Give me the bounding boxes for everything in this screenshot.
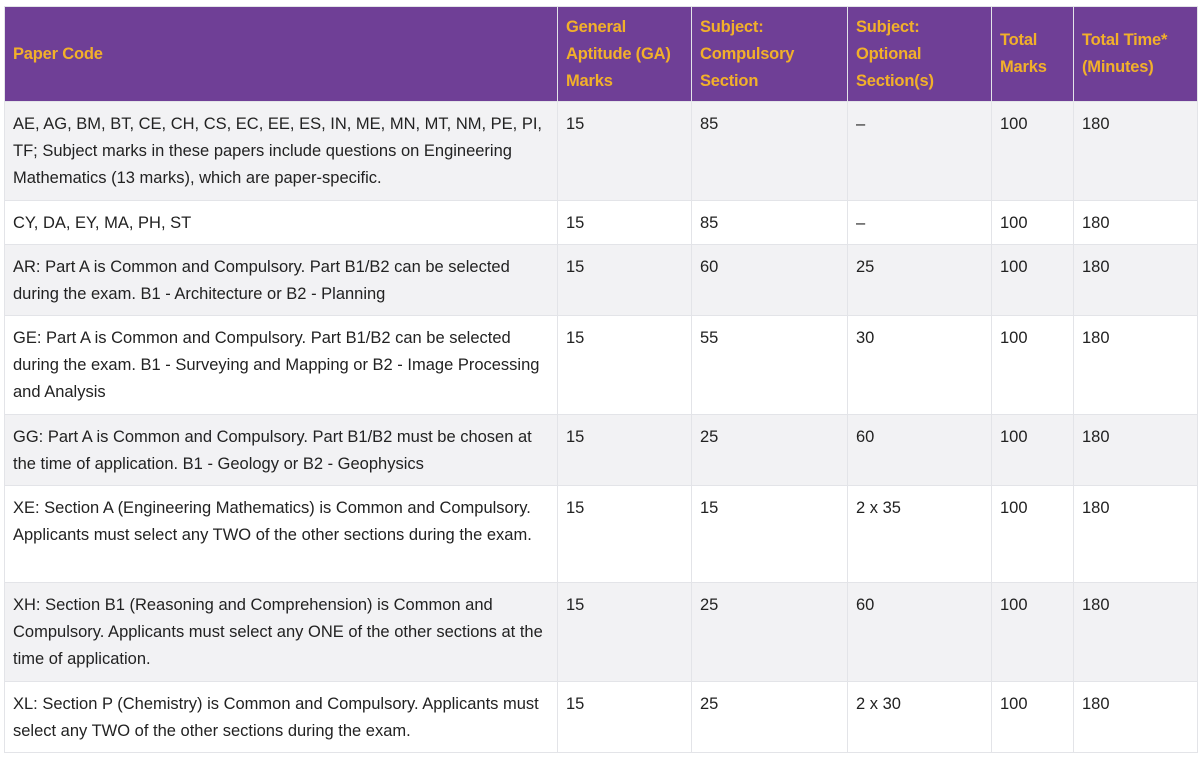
cell-paper-code: CY, DA, EY, MA, PH, ST bbox=[4, 200, 558, 245]
header-total-time: Total Time* (Minutes) bbox=[1073, 6, 1198, 102]
cell-ga-marks: 15 bbox=[557, 485, 692, 583]
cell-compulsory: 15 bbox=[691, 485, 848, 583]
header-paper-code: Paper Code bbox=[4, 6, 558, 102]
cell-ga-marks: 15 bbox=[557, 414, 692, 486]
cell-compulsory: 85 bbox=[691, 101, 848, 201]
cell-compulsory: 60 bbox=[691, 244, 848, 316]
cell-optional: – bbox=[847, 200, 992, 245]
cell-paper-code: GE: Part A is Common and Compulsory. Par… bbox=[4, 315, 558, 415]
cell-total-time: 180 bbox=[1073, 200, 1198, 245]
cell-total-time: 180 bbox=[1073, 681, 1198, 753]
table-row: XH: Section B1 (Reasoning and Comprehens… bbox=[4, 582, 1198, 682]
table-row: AE, AG, BM, BT, CE, CH, CS, EC, EE, ES, … bbox=[4, 101, 1198, 201]
table-row: AR: Part A is Common and Compulsory. Par… bbox=[4, 244, 1198, 316]
cell-compulsory: 85 bbox=[691, 200, 848, 245]
table-row: XL: Section P (Chemistry) is Common and … bbox=[4, 681, 1198, 753]
cell-ga-marks: 15 bbox=[557, 244, 692, 316]
cell-optional: 2 x 35 bbox=[847, 485, 992, 583]
table-row: GE: Part A is Common and Compulsory. Par… bbox=[4, 315, 1198, 415]
cell-optional: 60 bbox=[847, 414, 992, 486]
cell-total-marks: 100 bbox=[991, 315, 1074, 415]
header-optional-sections: Subject: Optional Section(s) bbox=[847, 6, 992, 102]
cell-total-time: 180 bbox=[1073, 244, 1198, 316]
cell-ga-marks: 15 bbox=[557, 101, 692, 201]
cell-total-time: 180 bbox=[1073, 414, 1198, 486]
cell-total-time: 180 bbox=[1073, 315, 1198, 415]
table-row: CY, DA, EY, MA, PH, ST 15 85 – 100 180 bbox=[4, 200, 1198, 245]
cell-compulsory: 55 bbox=[691, 315, 848, 415]
cell-paper-code: AE, AG, BM, BT, CE, CH, CS, EC, EE, ES, … bbox=[4, 101, 558, 201]
cell-paper-code: XL: Section P (Chemistry) is Common and … bbox=[4, 681, 558, 753]
cell-paper-code: GG: Part A is Common and Compulsory. Par… bbox=[4, 414, 558, 486]
cell-paper-code: XE: Section A (Engineering Mathematics) … bbox=[4, 485, 558, 583]
cell-total-marks: 100 bbox=[991, 485, 1074, 583]
cell-total-marks: 100 bbox=[991, 582, 1074, 682]
cell-total-marks: 100 bbox=[991, 200, 1074, 245]
cell-total-marks: 100 bbox=[991, 414, 1074, 486]
cell-paper-code: XH: Section B1 (Reasoning and Comprehens… bbox=[4, 582, 558, 682]
cell-compulsory: 25 bbox=[691, 414, 848, 486]
cell-total-marks: 100 bbox=[991, 244, 1074, 316]
cell-optional: 2 x 30 bbox=[847, 681, 992, 753]
cell-total-time: 180 bbox=[1073, 582, 1198, 682]
table-row: GG: Part A is Common and Compulsory. Par… bbox=[4, 414, 1198, 486]
cell-optional: 25 bbox=[847, 244, 992, 316]
cell-ga-marks: 15 bbox=[557, 200, 692, 245]
header-total-marks: Total Marks bbox=[991, 6, 1074, 102]
cell-optional: 30 bbox=[847, 315, 992, 415]
cell-compulsory: 25 bbox=[691, 582, 848, 682]
cell-paper-code: AR: Part A is Common and Compulsory. Par… bbox=[4, 244, 558, 316]
header-ga-marks: General Aptitude (GA) Marks bbox=[557, 6, 692, 102]
cell-ga-marks: 15 bbox=[557, 315, 692, 415]
marks-distribution-table: Paper Code General Aptitude (GA) Marks S… bbox=[4, 6, 1198, 753]
cell-compulsory: 25 bbox=[691, 681, 848, 753]
cell-ga-marks: 15 bbox=[557, 582, 692, 682]
header-compulsory-section: Subject: Compulsory Section bbox=[691, 6, 848, 102]
table-row: XE: Section A (Engineering Mathematics) … bbox=[4, 485, 1198, 583]
cell-optional: 60 bbox=[847, 582, 992, 682]
cell-total-marks: 100 bbox=[991, 681, 1074, 753]
cell-total-marks: 100 bbox=[991, 101, 1074, 201]
table-header-row: Paper Code General Aptitude (GA) Marks S… bbox=[4, 6, 1198, 102]
cell-ga-marks: 15 bbox=[557, 681, 692, 753]
cell-optional: – bbox=[847, 101, 992, 201]
cell-total-time: 180 bbox=[1073, 101, 1198, 201]
cell-total-time: 180 bbox=[1073, 485, 1198, 583]
